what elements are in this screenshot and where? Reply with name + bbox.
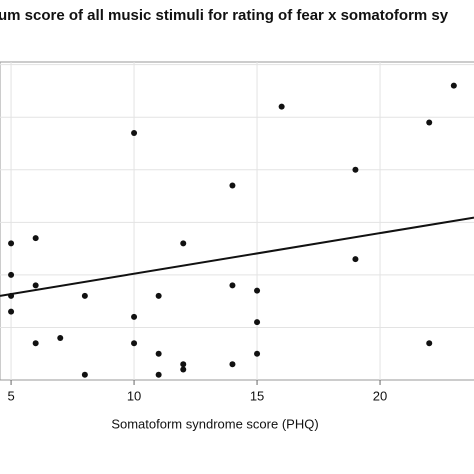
point xyxy=(180,366,187,373)
point xyxy=(450,82,457,89)
point xyxy=(32,282,39,289)
point xyxy=(57,334,64,341)
point xyxy=(155,292,162,299)
point xyxy=(352,256,359,263)
point xyxy=(426,340,433,347)
x-tick-label: 20 xyxy=(373,388,387,403)
point xyxy=(8,271,15,278)
point xyxy=(155,371,162,378)
point xyxy=(254,319,261,326)
point xyxy=(155,350,162,357)
point xyxy=(32,340,39,347)
point xyxy=(131,340,138,347)
x-tick-label: 5 xyxy=(7,388,14,403)
point xyxy=(180,240,187,247)
point xyxy=(426,119,433,126)
point xyxy=(254,287,261,294)
x-tick-label: 10 xyxy=(127,388,141,403)
point xyxy=(81,371,88,378)
x-axis-label: Somatoform syndrome score (PHQ) xyxy=(111,416,318,431)
point xyxy=(352,166,359,173)
plot-frame xyxy=(0,61,474,381)
chart-title: um score of all music stimuli for rating… xyxy=(0,7,449,24)
point xyxy=(254,350,261,357)
point xyxy=(278,103,285,110)
point xyxy=(229,361,236,368)
point xyxy=(8,308,15,315)
point xyxy=(180,361,187,368)
trend-line xyxy=(0,216,474,297)
point xyxy=(131,313,138,320)
point xyxy=(131,129,138,136)
point xyxy=(32,235,39,242)
point xyxy=(229,282,236,289)
point xyxy=(81,292,88,299)
point xyxy=(8,240,15,247)
x-tick-label: 15 xyxy=(250,388,264,403)
point xyxy=(229,182,236,189)
